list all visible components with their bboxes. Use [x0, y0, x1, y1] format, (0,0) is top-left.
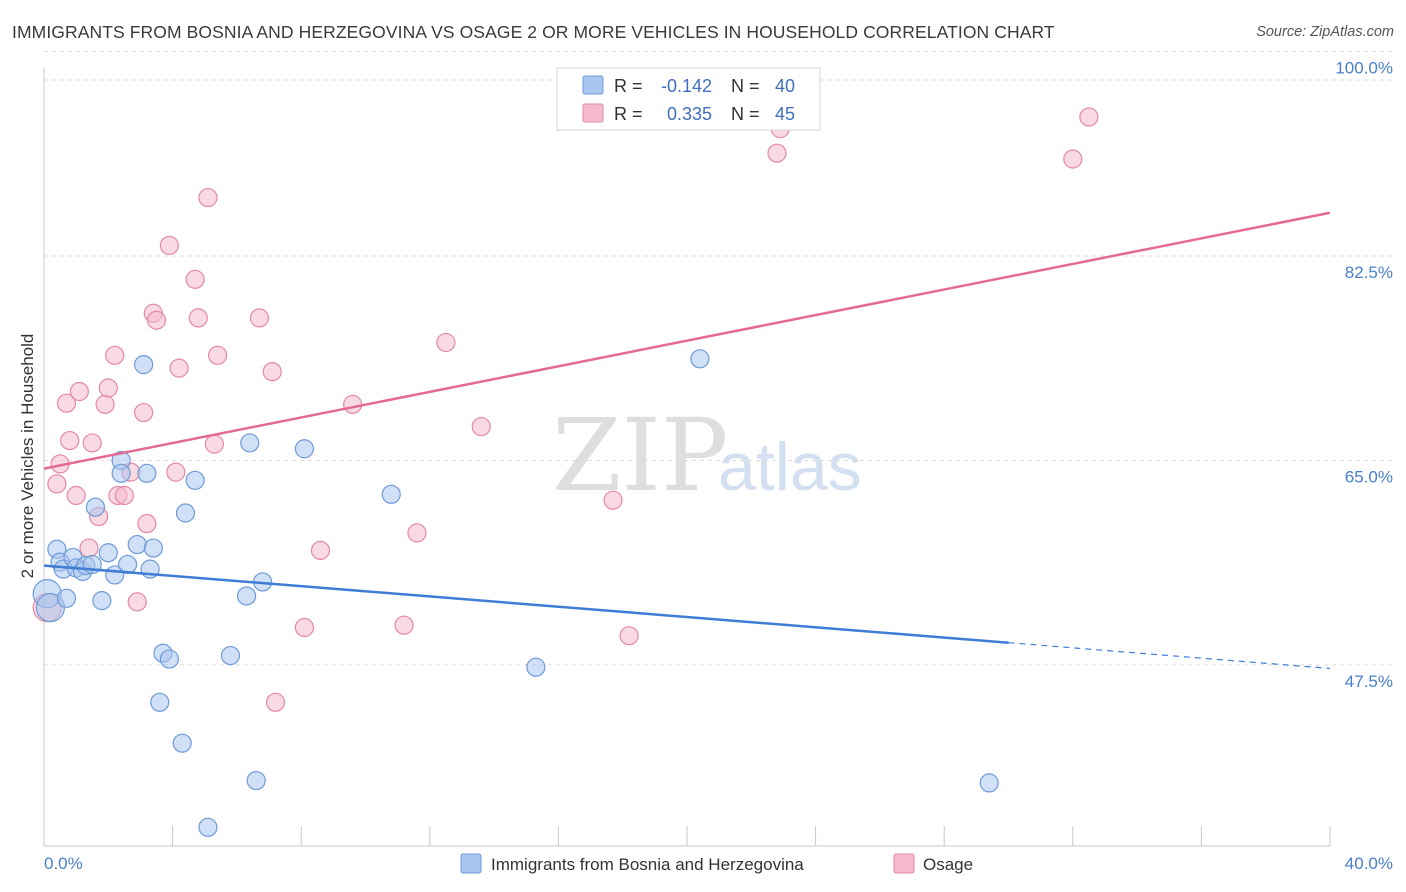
osage-point-7: [79, 538, 99, 558]
bosnia-point-30: [220, 645, 241, 666]
osage-point-1: [47, 474, 67, 494]
stats-blue-swatch: [582, 75, 604, 95]
osage-point-38: [471, 416, 491, 437]
bosnia-point-28: [185, 470, 205, 490]
bosnia-point-27: [175, 503, 196, 523]
osage-point-33: [310, 540, 331, 561]
y-tick-label-1: 82.5%: [1345, 263, 1393, 282]
osage-point-10: [95, 394, 115, 414]
bosnia-point-36: [381, 484, 401, 504]
bosnia-point-5: [56, 588, 77, 608]
bosnia-point-31: [236, 586, 257, 606]
osage-point-27: [204, 434, 224, 454]
osage-point-3: [56, 393, 77, 413]
y-tick-label-3: 47.5%: [1345, 672, 1393, 691]
bosnia-point-38: [690, 349, 710, 369]
stats-pink-r-label: R =: [614, 104, 643, 124]
bosnia-point-16: [111, 463, 131, 483]
osage-points: [32, 107, 1099, 712]
bosnia-trend-extension: [1008, 642, 1331, 670]
stats-blue-n-label: N =: [731, 76, 760, 96]
legend-osage-swatch: [893, 853, 915, 874]
chart-title: IMMIGRANTS FROM BOSNIA AND HERZEGOVINA V…: [12, 22, 1055, 42]
osage-point-6: [69, 381, 89, 402]
osage-point-34: [343, 394, 363, 414]
bosnia-point-39: [979, 773, 999, 793]
y-tick-label-0: 100.0%: [1335, 59, 1393, 78]
bosnia-point-26: [172, 733, 192, 753]
gridlines: [44, 51, 1393, 666]
osage-point-43: [1063, 149, 1083, 169]
stats-pink-swatch: [582, 103, 604, 123]
legend-bosnia-label: Immigrants from Bosnia and Herzegovina: [491, 855, 804, 874]
osage-point-35: [394, 615, 414, 635]
osage-point-11: [98, 378, 118, 398]
osage-point-24: [185, 269, 205, 289]
x-tick-label-0: 0.0%: [44, 854, 83, 873]
bosnia-point-34: [240, 433, 260, 453]
bosnia-trend-line: [43, 564, 1009, 644]
legend: Immigrants from Bosnia and Herzegovina O…: [460, 853, 973, 874]
bosnia-point-11: [85, 497, 106, 517]
osage-point-37: [436, 332, 456, 353]
osage-point-25: [188, 308, 208, 328]
stats-pink-n-label: N =: [731, 104, 760, 124]
osage-point-44: [1079, 107, 1099, 127]
bosnia-point-22: [143, 538, 163, 558]
legend-bosnia-swatch: [460, 853, 482, 874]
stats-blue-n-value: 40: [775, 76, 795, 96]
osage-point-4: [60, 430, 80, 451]
bosnia-point-12: [92, 591, 112, 611]
y-axis-title: 2 or more Vehicles in Household: [18, 334, 37, 579]
osage-point-41: [767, 143, 787, 163]
bosnia-point-19: [134, 355, 154, 375]
stats-box: R = -0.142 N = 40 R = 0.335 N = 45: [556, 67, 821, 131]
bosnia-points: [32, 349, 999, 837]
osage-point-14: [114, 485, 134, 506]
osage-point-31: [265, 692, 286, 712]
osage-point-20: [146, 310, 167, 330]
osage-point-32: [294, 617, 315, 638]
osage-point-18: [137, 513, 157, 534]
osage-point-30: [262, 362, 282, 382]
stats-blue-r-value: -0.142: [661, 76, 712, 96]
osage-point-29: [249, 308, 270, 328]
source-label: Source: ZipAtlas.com: [1256, 24, 1394, 40]
osage-point-8: [82, 433, 102, 453]
bosnia-point-35: [294, 439, 315, 459]
watermark-zip: ZIP: [552, 397, 728, 514]
legend-osage-label: Osage: [923, 855, 973, 874]
trend-lines: [43, 211, 1331, 670]
osage-point-40: [619, 626, 639, 646]
y-tick-label-2: 65.0%: [1345, 467, 1393, 486]
watermark-atlas: atlas: [718, 429, 862, 505]
osage-trend-line: [43, 211, 1331, 470]
stats-blue-r-label: R =: [614, 76, 643, 96]
bosnia-point-13: [98, 543, 118, 563]
osage-point-16: [127, 592, 147, 612]
osage-point-12: [105, 345, 125, 365]
stats-pink-r-value: 0.335: [667, 104, 712, 124]
bosnia-point-18: [127, 534, 147, 555]
osage-point-21: [159, 235, 179, 256]
stats-pink-n-value: 45: [775, 104, 795, 124]
bosnia-point-25: [159, 649, 179, 669]
osage-point-22: [166, 462, 186, 482]
osage-point-39: [603, 490, 623, 510]
osage-point-17: [134, 402, 154, 423]
x-tick-label-40: 40.0%: [1345, 854, 1393, 873]
bosnia-point-37: [526, 657, 546, 677]
osage-point-28: [208, 345, 228, 365]
osage-point-5: [66, 485, 86, 506]
y-tick-labels: 100.0% 82.5% 65.0% 47.5%: [1335, 59, 1393, 691]
bosnia-point-20: [137, 463, 157, 483]
osage-point-26: [198, 187, 218, 208]
osage-point-36: [407, 523, 427, 543]
bosnia-point-29: [198, 817, 218, 837]
x-ticks: [172, 826, 1331, 846]
bosnia-point-32: [246, 770, 266, 791]
osage-point-23: [169, 358, 189, 378]
bosnia-point-23: [150, 692, 170, 712]
